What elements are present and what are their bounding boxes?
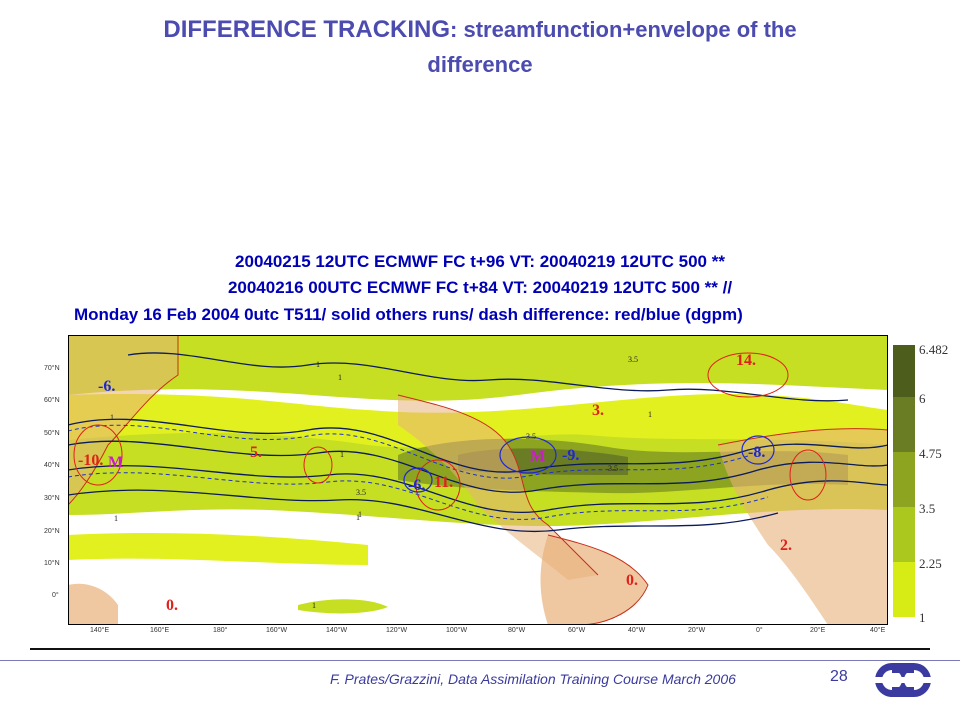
map-frame — [68, 335, 888, 625]
lon-axis-9: 40°W — [628, 627, 646, 634]
lat-axis-4: 30°N — [44, 495, 60, 502]
figure-header-line2: 20040216 00UTC ECMWF FC t+84 VT: 2004021… — [227, 278, 733, 297]
colorbar: 6.482 6 4.75 3.5 2.25 1 — [893, 345, 948, 625]
colorbar-swatch-0 — [893, 345, 915, 397]
contour-label-11: 1 — [358, 510, 362, 519]
lon-axis-4: 140°W — [326, 627, 348, 634]
contour-label-2: 1 — [338, 373, 342, 382]
lon-axis-3: 160°W — [266, 627, 288, 634]
lon-axis-5: 120°W — [386, 627, 408, 634]
colorbar-label-4: 2.25 — [919, 556, 942, 571]
contour-label-4: 1 — [340, 450, 344, 459]
label-red-1: 3. — [592, 402, 604, 419]
lon-axis-11: 0° — [756, 627, 763, 634]
coastlines — [68, 335, 888, 625]
weather-map: 14. 3. 5. -10. 11. 2. 0. 0. -6. -6. -9. … — [68, 335, 888, 625]
colorbar-swatch-4 — [893, 562, 915, 617]
title-bold: DIFFERENCE TRACKING — [163, 16, 451, 43]
label-magenta-1: M — [530, 448, 545, 465]
label-magenta-0: M — [108, 454, 123, 471]
land-asia — [68, 335, 178, 505]
label-blue-2: -9. — [562, 447, 579, 464]
other-runs-contours — [68, 424, 769, 520]
contour-label-10: 1 — [114, 514, 118, 523]
longitude-axis: 140°E 160°E 180° 160°W 140°W 120°W 100°W… — [68, 627, 888, 639]
lon-axis-6: 100°W — [446, 627, 468, 634]
label-blue-1: -6. — [408, 477, 425, 494]
land-australia — [68, 583, 118, 625]
figure-header-line3: Monday 16 Feb 2004 0utc T511/ solid othe… — [74, 305, 743, 324]
lon-axis-0: 140°E — [90, 627, 110, 634]
land-south-america — [540, 535, 648, 625]
ecmwf-logo-icon — [872, 663, 934, 697]
title-line2: difference — [427, 52, 533, 77]
lat-axis-0: 70°N — [44, 365, 60, 372]
label-red-3: -10. — [78, 452, 103, 469]
label-red-4: 11. — [434, 474, 453, 491]
latitude-axis: 70°N 60°N 50°N 40°N 30°N 20°N 10°N 0° — [44, 335, 68, 625]
map-value-labels: 14. 3. 5. -10. 11. 2. 0. 0. -6. -6. -9. … — [78, 352, 792, 614]
contour-label-9: 1 — [648, 410, 652, 419]
lon-axis-7: 80°W — [508, 627, 526, 634]
colorbar-label-1: 6 — [919, 391, 926, 406]
band-south — [68, 533, 368, 565]
lon-axis-2: 180° — [213, 627, 228, 634]
colorbar-swatch-2 — [893, 452, 915, 507]
negative-difference-contours — [403, 435, 775, 493]
land-europe-africa — [718, 428, 888, 625]
lon-axis-10: 20°W — [688, 627, 706, 634]
difference-contours — [73, 352, 827, 511]
contour-label-7: 3.5 — [526, 432, 536, 441]
colorbar-label-0: 6.482 — [919, 345, 948, 357]
contour-value-labels: 3.5 1 1 1 1 1 3.5 3.5 3.5 1 1 1 1 — [110, 355, 652, 610]
contour-label-8: 3.5 — [608, 464, 618, 473]
colorbar-label-5: 1 — [919, 610, 926, 625]
label-red-7: 0. — [166, 597, 178, 614]
label-blue-0: -6. — [98, 378, 115, 395]
title-rest: : streamfunction+envelope of the — [450, 17, 797, 42]
slide-title: DIFFERENCE TRACKING: streamfunction+enve… — [30, 14, 930, 81]
band-north — [68, 335, 888, 401]
lat-axis-3: 40°N — [44, 462, 60, 469]
lat-axis-7: 0° — [52, 592, 59, 599]
label-red-2: 5. — [250, 444, 262, 461]
lat-axis-6: 10°N — [44, 560, 60, 567]
lon-axis-8: 60°W — [568, 627, 586, 634]
colorbar-label-3: 3.5 — [919, 501, 935, 516]
band-patch — [298, 599, 388, 614]
lat-axis-1: 60°N — [44, 397, 60, 404]
contour-label-12: 1 — [312, 601, 316, 610]
contour-label-5: 1 — [356, 513, 360, 522]
colorbar-swatch-3 — [893, 507, 915, 562]
contour-label-1: 1 — [316, 360, 320, 369]
lon-axis-12: 20°E — [810, 627, 826, 634]
colorbar-label-2: 4.75 — [919, 446, 942, 461]
contour-label-6: 3.5 — [356, 488, 366, 497]
land — [68, 335, 888, 625]
lat-axis-5: 20°N — [44, 528, 60, 535]
contour-label-0: 3.5 — [628, 355, 638, 364]
colorbar-swatch-1 — [893, 397, 915, 452]
label-red-6: 0. — [626, 572, 638, 589]
lat-axis-2: 50°N — [44, 430, 60, 437]
streamfunction-contours — [68, 352, 888, 533]
label-red-5: 2. — [780, 537, 792, 554]
lon-axis-13: 40°E — [870, 627, 886, 634]
footer-credit: F. Prates/Grazzini, Data Assimilation Tr… — [330, 671, 736, 687]
separator-thick — [30, 648, 930, 650]
land-north-america — [398, 395, 598, 580]
figure-header-line1: 20040215 12UTC ECMWF FC t+96 VT: 2004021… — [235, 252, 725, 271]
contour-label-3: 1 — [110, 413, 114, 422]
label-red-0: 14. — [736, 352, 756, 369]
lon-axis-1: 160°E — [150, 627, 170, 634]
label-blue-3: -8. — [748, 444, 765, 461]
page-number: 28 — [830, 668, 848, 685]
colorbar-labels: 6.482 6 4.75 3.5 2.25 1 — [919, 345, 948, 625]
separator-thin — [0, 660, 960, 661]
